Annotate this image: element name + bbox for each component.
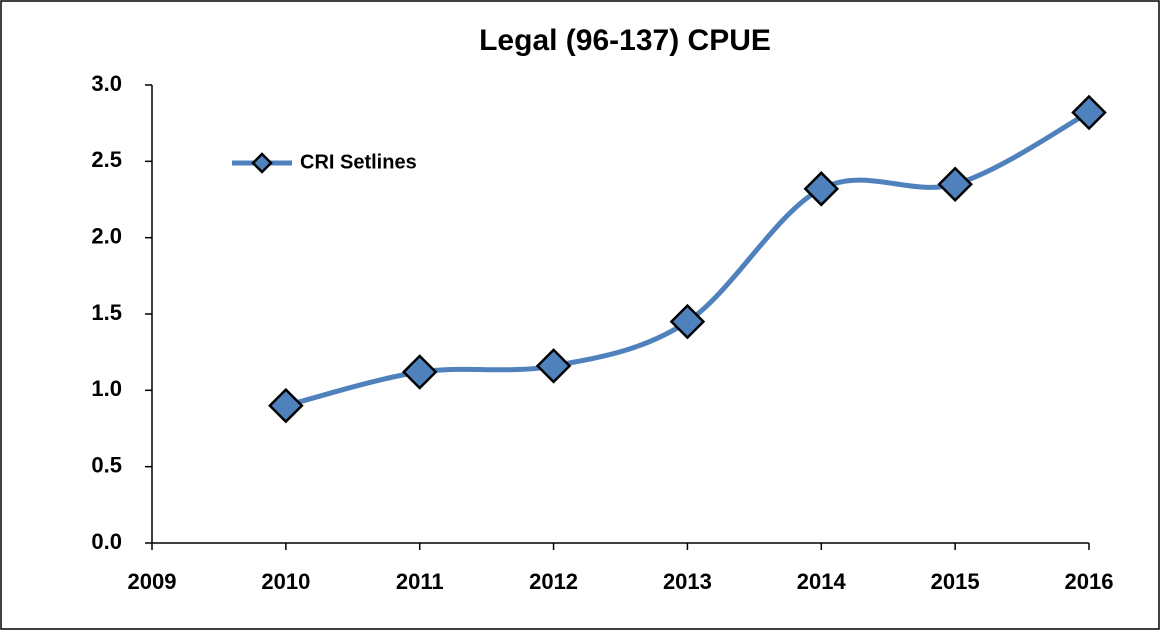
y-tick-label: 1.5 — [91, 300, 122, 325]
x-tick-label: 2016 — [1065, 569, 1114, 594]
y-tick-label: 0.0 — [91, 529, 122, 554]
data-point — [535, 348, 572, 384]
x-tick-label: 2013 — [663, 569, 712, 594]
data-point — [1071, 94, 1107, 131]
x-tick-label: 2014 — [797, 569, 847, 594]
x-tick-label: 2010 — [261, 569, 310, 594]
y-tick-label: 2.0 — [91, 223, 122, 248]
y-tick-label: 3.0 — [91, 71, 122, 96]
data-point — [803, 171, 840, 207]
x-tick-label: 2015 — [931, 569, 980, 594]
y-tick-label: 2.5 — [91, 147, 122, 172]
y-tick-label: 1.0 — [91, 376, 122, 401]
x-tick-label: 2009 — [128, 569, 177, 594]
x-tick-label: 2011 — [396, 569, 444, 594]
data-point — [937, 166, 973, 203]
legend-marker — [251, 152, 273, 174]
x-tick-label: 2012 — [529, 569, 578, 594]
chart-title: Legal (96-137) CPUE — [479, 24, 771, 57]
y-tick-label: 0.5 — [91, 452, 122, 477]
data-point — [401, 354, 438, 390]
legend-label: CRI Setlines — [300, 151, 417, 173]
data-point — [669, 303, 706, 340]
data-point — [268, 387, 304, 424]
